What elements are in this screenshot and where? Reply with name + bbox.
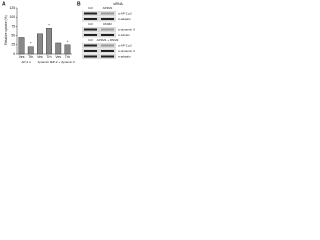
bar: [46, 28, 52, 55]
band: [84, 55, 97, 58]
row-label: α-AP-2 μ2: [118, 43, 132, 47]
y-tick-label: 75: [11, 24, 15, 28]
row-label: α-tubulin: [118, 33, 130, 37]
band: [84, 12, 97, 15]
group-label: AP-2 + dynamin II: [51, 60, 75, 64]
blot-header: siRNA: [113, 2, 123, 6]
band: [101, 34, 114, 36]
blot-strip: [82, 16, 116, 22]
annotation: *: [67, 39, 69, 44]
y-tick-label: 0: [13, 52, 15, 56]
lane-label: Ctrl: [88, 38, 93, 42]
blot-strip: [82, 43, 116, 48]
lane-label: Ctrl: [88, 22, 93, 26]
y-axis-label: Relative uptake (%): [4, 15, 8, 45]
x-tick-label: Ves: [55, 55, 61, 59]
lane-label: DNM2: [103, 22, 112, 26]
row-label: α-dynamin II: [118, 49, 135, 53]
row-label: α-dynamin II: [118, 27, 135, 31]
x-tick-label: Ves: [37, 55, 43, 59]
y-tick-label: 50: [11, 33, 15, 37]
band: [101, 12, 114, 15]
lane-label: AP2M1 + DNM2: [97, 38, 119, 42]
bar: [18, 37, 25, 55]
band: [84, 18, 97, 20]
lane-label: Ctrl: [88, 6, 93, 10]
band: [101, 50, 114, 52]
x-tick-label: Trh: [28, 55, 33, 59]
band: [84, 28, 97, 31]
group-label: dynamin II: [38, 60, 52, 64]
annotation: *: [48, 22, 50, 27]
figure: A B Relative uptake (%) siRNA 0 25 50 75 100…: [2, 1, 135, 64]
band: [101, 55, 114, 58]
panel-label: A: [2, 1, 6, 7]
band: [84, 34, 97, 36]
band: [84, 44, 97, 47]
bar: [64, 44, 71, 55]
blot-strip: [82, 27, 116, 32]
page: {"chart_data":{"type":"bar","panel":"A",…: [0, 0, 320, 76]
blot-strip: [82, 32, 116, 38]
y-tick-label: 125: [10, 6, 16, 10]
x-tick-label: Trh: [47, 55, 52, 59]
bar: [27, 46, 34, 55]
blot-strip: [82, 11, 116, 16]
band: [101, 44, 114, 47]
row-label: α-adaptin: [118, 17, 131, 21]
x-tick-label: Trh: [65, 55, 70, 59]
bar: [55, 42, 62, 55]
annotation: *: [30, 41, 32, 46]
band: [101, 18, 114, 20]
bar: [37, 33, 43, 55]
y-tick-label: 25: [11, 43, 15, 47]
row-label: α-adaptin: [118, 54, 131, 58]
panel-label: B: [77, 1, 81, 7]
x-tick-label: Ves: [19, 55, 25, 59]
band: [101, 28, 114, 31]
blot-strip: [82, 48, 116, 54]
lane-label: AP2M1: [103, 6, 113, 10]
group-label: AP-2 α: [22, 60, 32, 64]
row-label: α-AP-2 μ2: [118, 11, 132, 15]
blot-strip: [82, 54, 116, 59]
y-tick-label: 100: [10, 15, 16, 19]
band: [84, 50, 97, 52]
